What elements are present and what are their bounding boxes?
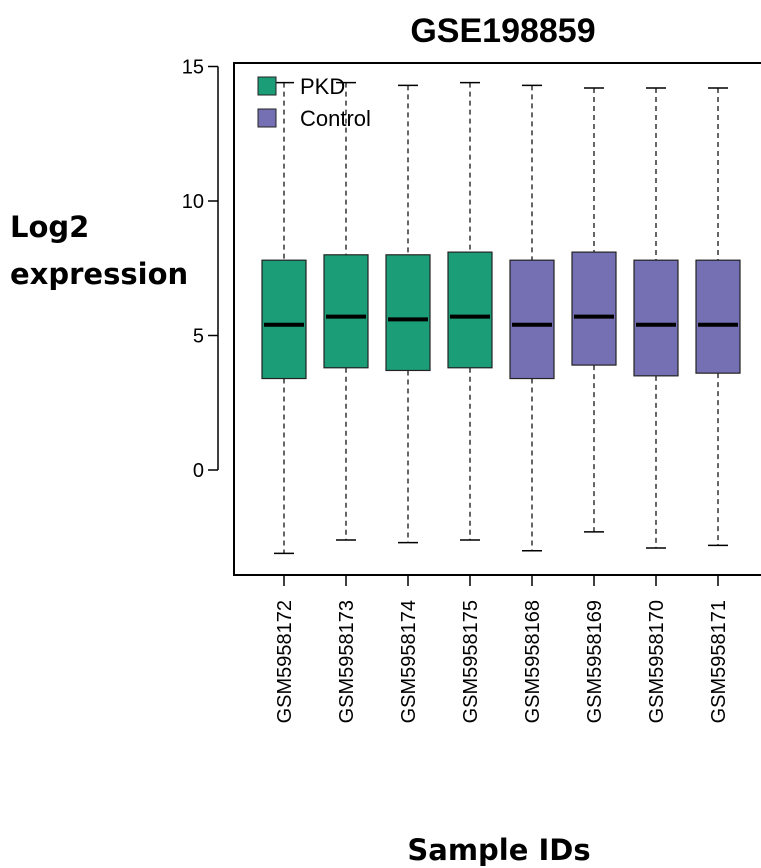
x-tick-label: GSM5958168 (522, 600, 544, 723)
legend-label: Control (300, 106, 371, 131)
x-tick-label: GSM5958171 (708, 600, 730, 723)
x-tick-label: GSM5958170 (646, 600, 668, 723)
box-GSM5958175 (447, 251, 493, 369)
box-series: GSM5958172 GSM5958173 GSM5958174 GSM5958175… (261, 81, 741, 723)
y-tick-label: 15 (182, 57, 204, 79)
x-tick-label: GSM5958172 (274, 600, 296, 723)
box-GSM5958170 (633, 259, 679, 377)
y-axis-title-line2: expression (10, 257, 188, 291)
legend-swatch-pkd (257, 76, 277, 96)
x-axis-title: Sample IDs (407, 833, 590, 867)
box-GSM5958169 (571, 251, 617, 366)
legend: PKD Control (257, 74, 371, 131)
chart-title: GSE198859 (410, 12, 595, 50)
plot-frame (233, 62, 761, 576)
x-tick-label: GSM5958173 (336, 600, 358, 723)
box-GSM5958171 (695, 259, 741, 374)
box-GSM5958172 (261, 259, 307, 380)
x-tick-label: GSM5958169 (584, 600, 606, 723)
box-GSM5958168 (509, 259, 555, 380)
legend-label: PKD (300, 74, 345, 99)
x-tick-label: GSM5958175 (460, 600, 482, 723)
legend-swatch-control (257, 108, 277, 128)
y-tick-label: 0 (193, 460, 204, 482)
y-axis: 0 5 10 15 (182, 57, 219, 482)
y-tick-label: 10 (182, 191, 204, 213)
y-tick-label: 5 (193, 326, 204, 348)
box-GSM5958174 (385, 254, 431, 372)
x-tick-label: GSM5958174 (398, 600, 420, 723)
box-GSM5958173 (323, 254, 369, 369)
y-axis-title-line1: Log2 (10, 210, 89, 244)
